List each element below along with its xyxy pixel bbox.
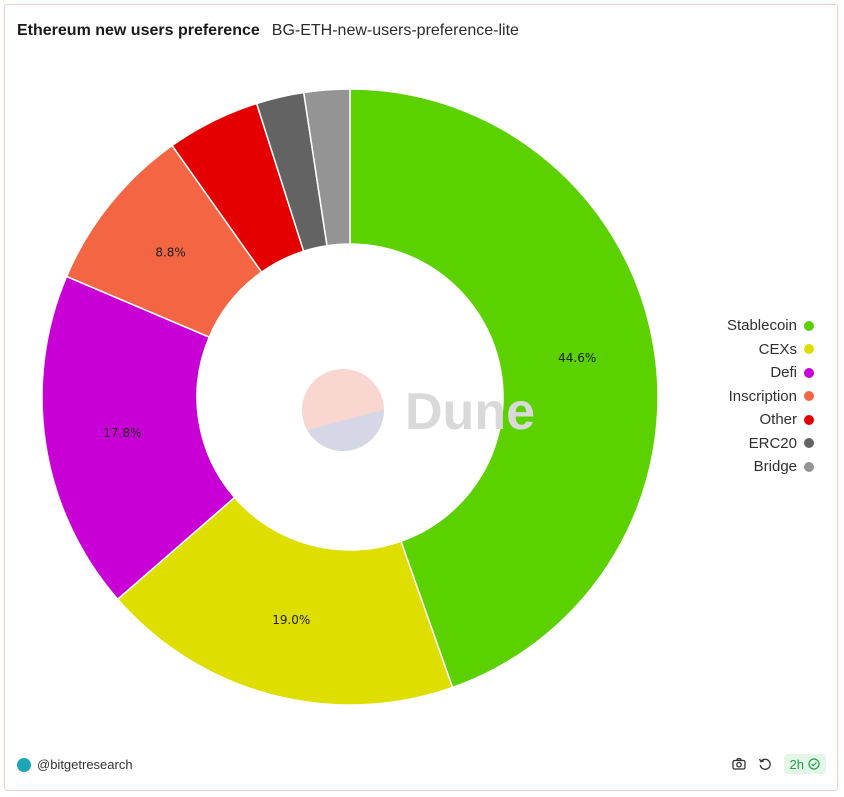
- chart-title: Ethereum new users preference: [17, 22, 260, 39]
- dune-watermark: Dune: [302, 369, 535, 451]
- author-name: @bitgetresearch: [37, 757, 133, 772]
- query-name[interactable]: BG-ETH-new-users-preference-lite: [271, 22, 519, 39]
- refresh-icon[interactable]: [754, 753, 776, 775]
- slice-cexs[interactable]: [116, 496, 454, 706]
- legend-label: Defi: [770, 364, 797, 382]
- legend-dot: [804, 461, 814, 472]
- legend-label: CEXs: [758, 340, 797, 358]
- camera-icon[interactable]: [728, 753, 750, 775]
- legend-label: ERC20: [748, 434, 797, 452]
- legend: Stablecoin CEXs Defi Inscription Other E…: [727, 314, 814, 479]
- slice-defi[interactable]: [41, 275, 236, 601]
- refresh-badge[interactable]: 2h: [783, 754, 826, 774]
- legend-dot: [804, 438, 814, 449]
- legend-dot: [804, 367, 814, 378]
- legend-item-inscription[interactable]: Inscription: [729, 385, 814, 409]
- legend-item-stablecoin[interactable]: Stablecoin: [727, 314, 814, 338]
- chart-header: Ethereum new users preference BG-ETH-new…: [17, 22, 519, 44]
- legend-label: Other: [759, 411, 797, 429]
- legend-item-erc20[interactable]: ERC20: [749, 432, 814, 456]
- slice-bridge[interactable]: [302, 88, 351, 247]
- legend-item-cexs[interactable]: CEXs: [759, 338, 814, 362]
- legend-label: Stablecoin: [726, 317, 797, 335]
- legend-dot: [804, 320, 814, 331]
- slice-stablecoin[interactable]: [349, 88, 659, 689]
- refresh-age: 2h: [789, 756, 804, 772]
- author-link[interactable]: @bitgetresearch: [17, 757, 133, 772]
- slice-label-cexs: 19.0%: [272, 613, 310, 627]
- legend-label: Bridge: [753, 458, 797, 476]
- legend-item-defi[interactable]: Defi: [770, 361, 814, 385]
- legend-item-other[interactable]: Other: [759, 408, 814, 432]
- legend-dot: [804, 391, 814, 402]
- legend-item-bridge[interactable]: Bridge: [754, 455, 814, 479]
- legend-dot: [804, 344, 814, 355]
- slice-label-stablecoin: 44.6%: [558, 351, 596, 365]
- watermark-text: Dune: [405, 383, 535, 441]
- legend-label: Inscription: [728, 387, 797, 405]
- donut-slices: [41, 88, 659, 706]
- slice-label-defi: 17.8%: [103, 426, 141, 440]
- legend-dot: [804, 414, 814, 425]
- check-circle-icon: [808, 758, 820, 770]
- slice-label-inscription: 8.8%: [155, 245, 186, 259]
- slice-labels: 44.6% 19.0% 17.8% 8.8%: [103, 245, 596, 627]
- footer-actions: 2h: [724, 753, 826, 775]
- avatar: [17, 757, 31, 772]
